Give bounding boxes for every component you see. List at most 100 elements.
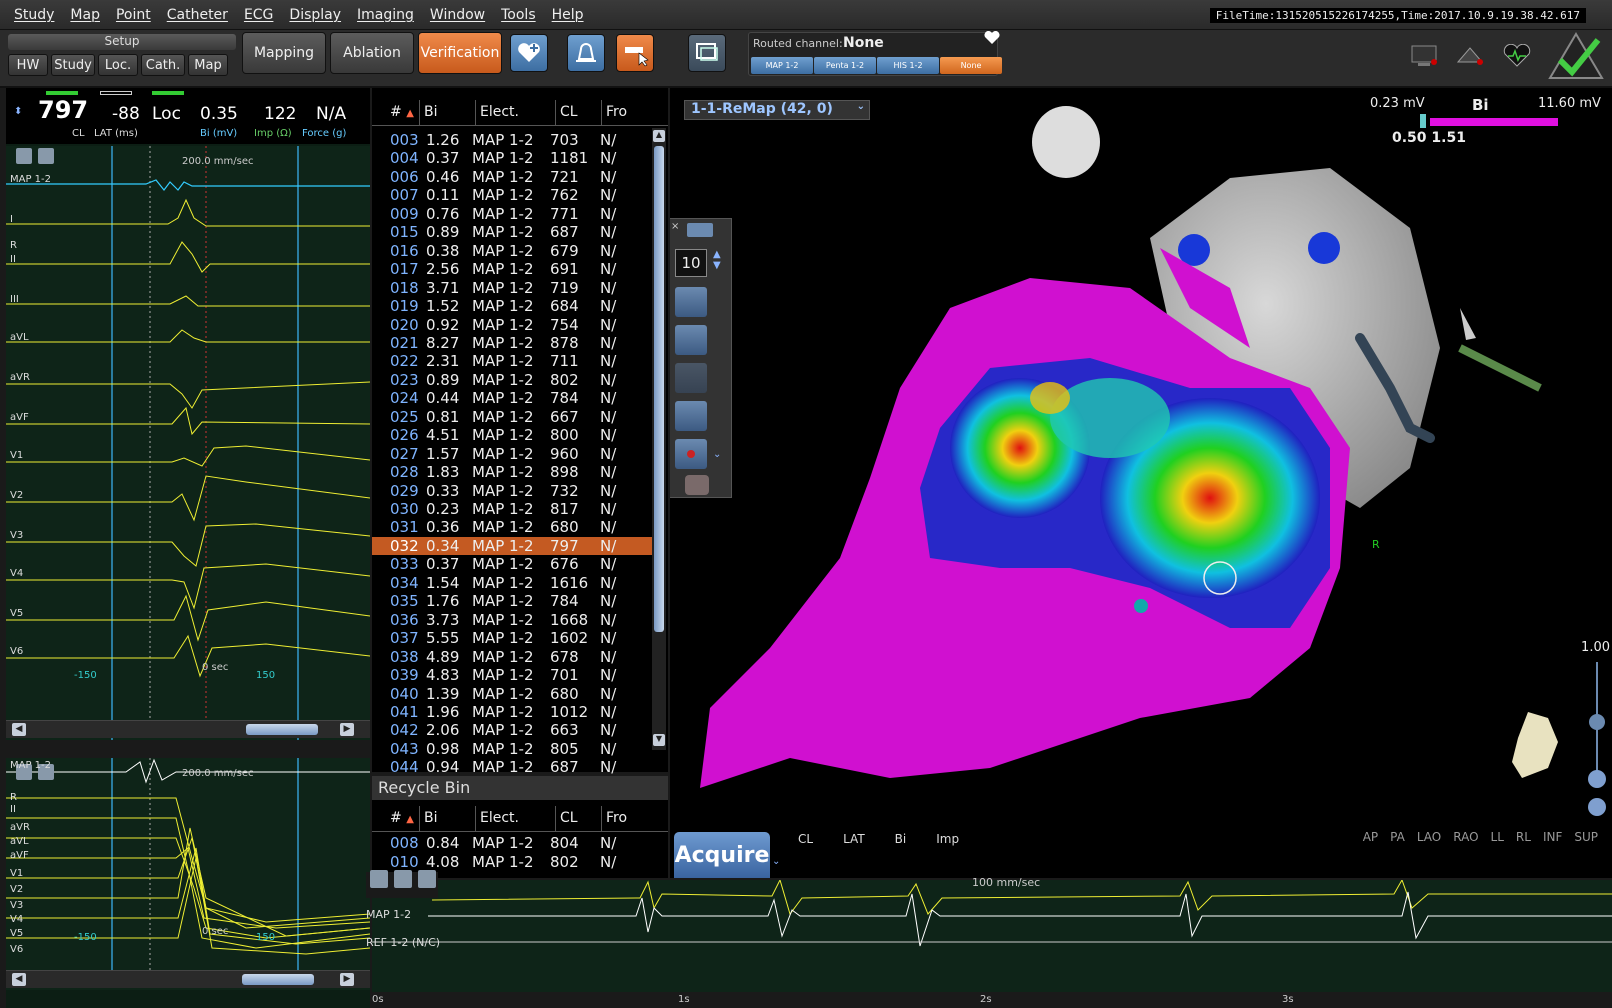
view-pa[interactable]: PA xyxy=(1390,830,1405,844)
record-tool-icon[interactable] xyxy=(675,439,707,469)
record-chevron-icon[interactable]: ⌄ xyxy=(713,449,722,460)
legend-slider-icon[interactable] xyxy=(1420,114,1426,128)
view-ap[interactable]: AP xyxy=(1362,830,1379,844)
heart-status-icon[interactable] xyxy=(1502,43,1532,72)
point-row[interactable]: 030 0.23 MAP 1-2 817 N/ xyxy=(372,500,654,518)
ablation-mode-button[interactable]: Ablation xyxy=(330,32,414,74)
channel-his-button[interactable]: HIS 1-2 xyxy=(877,57,939,74)
acquire-button[interactable]: Acquire xyxy=(674,832,770,878)
ecg2-tool-1-icon[interactable] xyxy=(16,764,32,780)
point-row[interactable]: 034 1.54 MAP 1-2 1616 N/ xyxy=(372,574,654,592)
menu-display[interactable]: Display xyxy=(289,6,342,23)
point-row[interactable]: 018 3.71 MAP 1-2 719 N/ xyxy=(372,279,654,297)
point-row[interactable]: 027 1.57 MAP 1-2 960 N/ xyxy=(372,445,654,463)
col-cl-header[interactable]: CL xyxy=(556,100,602,125)
point-row[interactable]: 041 1.96 MAP 1-2 1012 N/ xyxy=(372,703,654,721)
recycle-col-cl[interactable]: CL xyxy=(556,806,602,831)
menu-tools[interactable]: Tools xyxy=(501,6,536,23)
point-row[interactable]: 028 1.83 MAP 1-2 898 N/ xyxy=(372,463,654,481)
point-row[interactable]: 043 0.98 MAP 1-2 805 N/ xyxy=(372,740,654,758)
anatomy-map[interactable]: R xyxy=(670,88,1612,878)
recycle-col-fro[interactable]: Fro xyxy=(606,810,628,826)
strip-tool-1-icon[interactable] xyxy=(370,870,388,888)
point-row[interactable]: 025 0.81 MAP 1-2 667 N/ xyxy=(372,408,654,426)
view-ll[interactable]: LL xyxy=(1490,830,1504,844)
ecg-scrollbar[interactable]: ◀ ▶ xyxy=(6,720,370,738)
setup-cath-button[interactable]: Cath. xyxy=(141,54,185,76)
setup-hw-button[interactable]: HW xyxy=(8,54,48,76)
point-row[interactable]: 035 1.76 MAP 1-2 784 N/ xyxy=(372,592,654,610)
setup-study-button[interactable]: Study xyxy=(51,54,95,76)
scroll-thumb[interactable] xyxy=(246,724,318,735)
catheter-cursor-icon[interactable] xyxy=(616,34,654,72)
legend-color-bar[interactable] xyxy=(1430,118,1558,126)
scroll-right-icon[interactable]: ▶ xyxy=(340,723,354,736)
strip-save-icon[interactable] xyxy=(418,870,436,888)
point-row[interactable]: 016 0.38 MAP 1-2 679 N/ xyxy=(372,242,654,260)
scroll-left-icon[interactable]: ◀ xyxy=(12,723,26,736)
scroll2-left-icon[interactable]: ◀ xyxy=(12,973,26,986)
point-row[interactable]: 004 0.37 MAP 1-2 1181 N/ xyxy=(372,149,654,167)
mapping-mode-button[interactable]: Mapping xyxy=(242,32,326,74)
channel-penta-button[interactable]: Penta 1-2 xyxy=(814,57,876,74)
point-row[interactable]: 037 5.55 MAP 1-2 1602 N/ xyxy=(372,629,654,647)
orientation-heart-icon[interactable] xyxy=(1508,708,1562,782)
pointer-tool-icon[interactable] xyxy=(675,325,707,355)
point-row[interactable]: 029 0.33 MAP 1-2 732 N/ xyxy=(372,482,654,500)
point-row[interactable]: 039 4.83 MAP 1-2 701 N/ xyxy=(372,666,654,684)
view-rao[interactable]: RAO xyxy=(1453,830,1479,844)
col-num-header[interactable]: # ▲ xyxy=(372,100,420,125)
col-elect-header[interactable]: Elect. xyxy=(476,100,556,125)
recycle-row[interactable]: 008 0.84 MAP 1-2 804 N/ xyxy=(390,834,617,852)
map-selector[interactable]: 1-1-ReMap (42, 0) ⌄ xyxy=(684,100,870,120)
point-row[interactable]: 044 0.94 MAP 1-2 687 N/ xyxy=(372,758,654,776)
acquire-chevron-icon[interactable]: ⌄ xyxy=(772,856,781,867)
point-row[interactable]: 033 0.37 MAP 1-2 676 N/ xyxy=(372,555,654,573)
size-stepper-icon[interactable]: ▲ ▼ xyxy=(713,249,721,271)
ecg-tool-2-icon[interactable] xyxy=(38,148,54,164)
setup-map-button[interactable]: Map xyxy=(188,54,228,76)
view-inf[interactable]: INF xyxy=(1542,830,1563,844)
ecg2-scrollbar[interactable]: ◀ ▶ xyxy=(6,970,370,988)
point-row[interactable]: 023 0.89 MAP 1-2 802 N/ xyxy=(372,371,654,389)
menu-help[interactable]: Help xyxy=(551,6,584,23)
point-row[interactable]: 017 2.56 MAP 1-2 691 N/ xyxy=(372,260,654,278)
point-list-scrollbar[interactable]: ▲ ▼ xyxy=(652,128,666,750)
point-row[interactable]: 031 0.36 MAP 1-2 680 N/ xyxy=(372,518,654,536)
point-row[interactable]: 022 2.31 MAP 1-2 711 N/ xyxy=(372,352,654,370)
heart-tool-icon[interactable] xyxy=(685,475,709,495)
recycle-col-num[interactable]: # ▲ xyxy=(372,806,420,831)
point-row[interactable]: 024 0.44 MAP 1-2 784 N/ xyxy=(372,389,654,407)
grid-tool-icon[interactable] xyxy=(675,287,707,317)
view-sup[interactable]: SUP xyxy=(1574,830,1598,844)
close-icon[interactable]: × xyxy=(671,221,680,232)
map-viewport[interactable]: R 1-1-ReMap (42, 0) ⌄ 0.23 mV Bi 11.60 mV… xyxy=(670,88,1612,878)
ecg-tool-1-icon[interactable] xyxy=(16,148,32,164)
point-row[interactable]: 036 3.73 MAP 1-2 1668 N/ xyxy=(372,611,654,629)
menu-map[interactable]: Map xyxy=(70,6,100,23)
verify-checkmark-icon[interactable] xyxy=(1548,32,1604,84)
stepper-icon[interactable]: ⬍ xyxy=(14,106,23,117)
menu-point[interactable]: Point xyxy=(115,6,151,23)
menu-window[interactable]: Window xyxy=(429,6,486,23)
recycle-row[interactable]: 010 4.08 MAP 1-2 802 N/ xyxy=(390,853,617,871)
verification-mode-button[interactable]: Verification xyxy=(418,32,502,74)
list-scroll-thumb[interactable] xyxy=(654,146,664,632)
windows-icon[interactable] xyxy=(688,34,726,72)
point-row[interactable]: 040 1.39 MAP 1-2 680 N/ xyxy=(372,685,654,703)
point-row[interactable]: 026 4.51 MAP 1-2 800 N/ xyxy=(372,426,654,444)
point-row[interactable]: 015 0.89 MAP 1-2 687 N/ xyxy=(372,223,654,241)
bell-icon[interactable] xyxy=(567,34,605,72)
recycle-col-elect[interactable]: Elect. xyxy=(476,806,556,831)
zoom-thumb[interactable] xyxy=(1589,714,1605,730)
add-heart-icon[interactable] xyxy=(510,34,548,72)
lasso-tool-icon[interactable] xyxy=(675,363,707,393)
list-scroll-down-icon[interactable]: ▼ xyxy=(653,734,665,746)
point-size-field[interactable]: 10 xyxy=(675,249,707,277)
scroll2-right-icon[interactable]: ▶ xyxy=(340,973,354,986)
ecg2-tool-2-icon[interactable] xyxy=(38,764,54,780)
channel-none-button[interactable]: None xyxy=(940,57,1002,74)
view-up-icon[interactable] xyxy=(1588,770,1606,788)
menu-imaging[interactable]: Imaging xyxy=(357,6,414,23)
point-row[interactable]: 003 1.26 MAP 1-2 703 N/ xyxy=(372,131,654,149)
